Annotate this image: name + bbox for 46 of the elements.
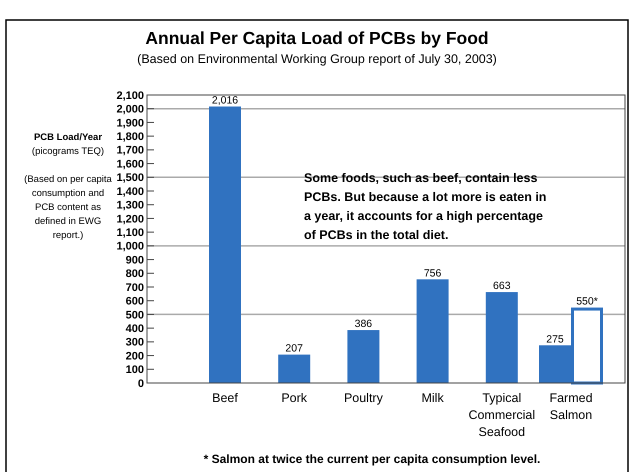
chart-title: Annual Per Capita Load of PCBs by Food [145,28,489,48]
bar [209,106,241,383]
bar [278,354,310,383]
y-tick-label: 1,000 [116,240,144,253]
y-tick-label: 1,700 [116,144,144,157]
data-label: 386 [354,318,372,330]
y-tick-label: 800 [126,268,144,280]
y-tick-label: 1,500 [116,172,144,184]
y-tick-label: 0 [138,378,144,390]
x-tick-label: Typical Commercial Seafood [468,391,536,439]
y-tick-label: 1,400 [116,186,144,198]
data-label: 207 [285,342,304,355]
text: * Salmon at twice the current per capita consumption level. [204,452,540,466]
x-tick-label: Poultry [344,391,384,405]
bar [416,279,449,383]
y-tick-label: 2,100 [116,90,144,102]
y-tick-label: 1,100 [116,226,144,239]
y-tick-label: 300 [126,336,144,349]
y-tick-label: 1,600 [116,158,144,170]
y-tick-label: 1,300 [116,200,144,212]
y-tick-label: 700 [126,282,144,294]
y-tick-label: 100 [126,364,144,376]
data-label: 2,016 [212,94,238,107]
data-label: 275 [546,333,564,346]
y-tick-label: 1,900 [116,117,144,130]
text: (Based on per capita consumption and PCB content as defined in EWG report.) [24,174,113,241]
x-tick-label: Milk [421,391,444,405]
x-tick-label: Farmed Salmon [549,391,593,422]
x-tick-label: Beef [212,391,238,405]
y-tick-label: 600 [126,296,144,308]
y-tick-label: 900 [126,254,144,266]
y-tick-label: 200 [126,350,144,362]
data-label: 756 [424,267,442,280]
y-axis-title: PCB Load/Year (picograms TEQ) [32,132,104,157]
bar [486,292,518,383]
annotation: Some foods, such as beef, contain less PCBs. But because a lot more is eaten in a year, it accounts for a high percentage of PCBs in the total diet. [304,171,546,242]
data-label: 550* [576,296,598,308]
chart-subtitle: (Based on Environmental Working Group report of July 30, 2003) [137,52,497,66]
y-tick-label: 1,200 [116,213,144,226]
bar [347,330,380,383]
data-label: 663 [493,280,511,292]
y-tick-label: 2,000 [116,104,144,116]
y-tick-label: 1,800 [116,130,144,143]
x-tick-label: Pork [281,391,308,405]
y-tick-label: 500 [126,309,144,322]
y-tick-label: 400 [126,322,144,335]
